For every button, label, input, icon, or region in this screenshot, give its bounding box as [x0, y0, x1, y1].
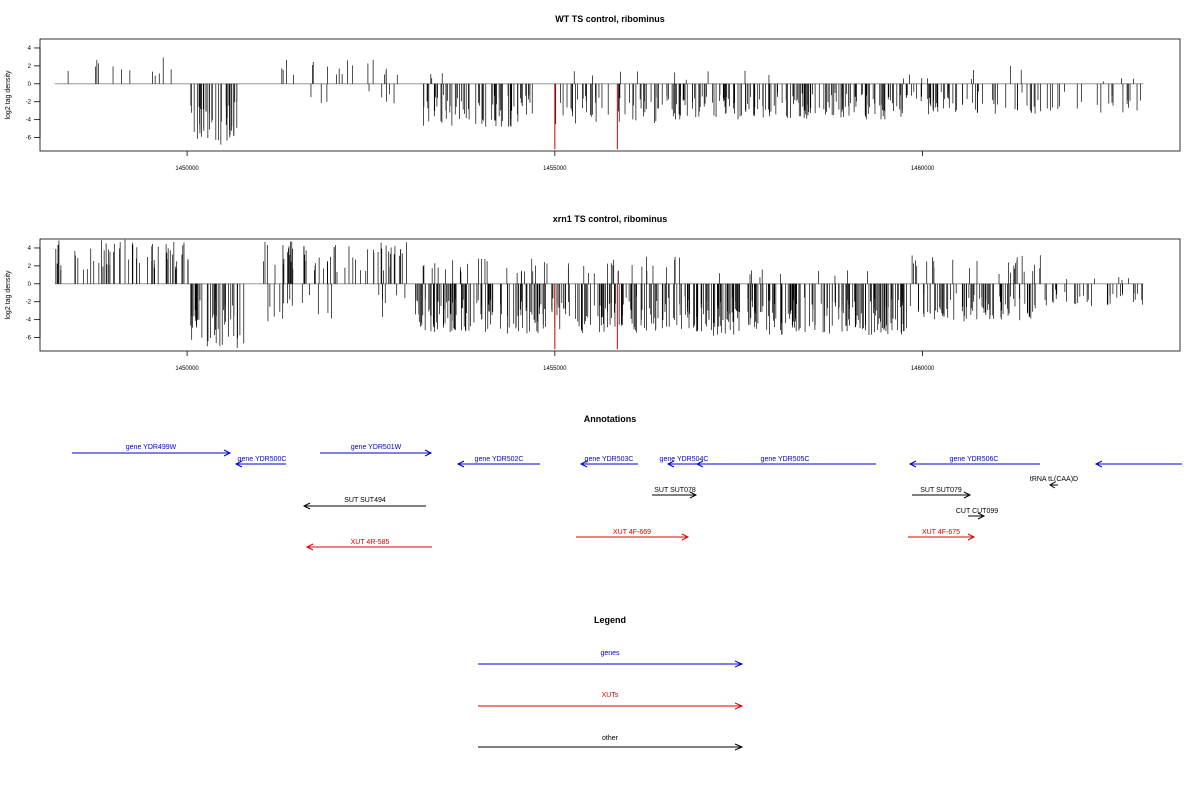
- legend-swatch-genes: [478, 660, 744, 668]
- arrowhead-right-icon: [681, 533, 690, 541]
- feature-label: tRNA tL(CAA)D: [1030, 476, 1078, 483]
- arrowhead-right-icon: [734, 660, 744, 668]
- arrowhead-left-icon: [695, 460, 704, 468]
- annotations-panel: Annotations gene YDR499W gene YDR500C ge…: [72, 414, 1182, 551]
- feature-label: XUT 4R-585: [351, 539, 390, 546]
- arrowhead-left-icon: [666, 460, 675, 468]
- xrn1-coverage-bars: [54, 239, 1144, 349]
- arrowhead-right-icon: [424, 449, 433, 457]
- x-tick-label: 1455000: [543, 366, 567, 372]
- feature-label: gene YDR504C: [660, 456, 709, 463]
- legend-label-genes: genes: [600, 650, 620, 657]
- annotation-feature: [302, 502, 426, 510]
- legend-label-other: other: [602, 735, 619, 742]
- y-tick-label: -2: [26, 100, 32, 106]
- annotation-feature: [1094, 460, 1182, 468]
- feature-label: SUT SUT494: [344, 497, 386, 504]
- xrn1-y-axis: 4 2 0 -2 -4 -6: [26, 246, 41, 342]
- arrowhead-right-icon: [689, 491, 698, 499]
- arrowhead-left-icon: [1094, 460, 1103, 468]
- wt-coverage-panel: WT TS control, ribominus log2 tag densit…: [5, 14, 1181, 172]
- feature-label: gene YDR503C: [585, 456, 634, 463]
- y-tick-label: 4: [28, 46, 32, 52]
- arrowhead-right-icon: [223, 449, 232, 457]
- annotation-feature: [652, 491, 698, 499]
- annotation-feature: [908, 533, 976, 541]
- arrowhead-left-icon: [579, 460, 588, 468]
- x-tick-label: 1460000: [911, 366, 935, 372]
- wt-panel-title: WT TS control, ribominus: [555, 14, 665, 24]
- x-tick-label: 1450000: [175, 166, 199, 172]
- annotation-feature: [908, 460, 1040, 468]
- y-tick-label: 4: [28, 246, 32, 252]
- xrn1-highlight-lines: [554, 283, 618, 350]
- arrowhead-right-icon: [967, 533, 976, 541]
- legend-title: Legend: [594, 615, 626, 625]
- annotation-feature: [968, 512, 986, 520]
- feature-label: CUT CUT099: [956, 508, 998, 515]
- annotation-feature: [72, 449, 232, 457]
- arrowhead-right-icon: [734, 743, 744, 751]
- wt-x-axis: 1450000 1455000 1460000: [175, 151, 935, 172]
- legend-label-xuts: XUTs: [602, 692, 619, 699]
- arrowhead-left-icon: [302, 502, 311, 510]
- feature-label: gene YDR500C: [238, 456, 287, 463]
- annotation-feature: [579, 460, 638, 468]
- feature-label: gene YDR501W: [351, 444, 402, 451]
- feature-label: gene YDR505C: [761, 456, 810, 463]
- feature-label: SUT SUT079: [920, 487, 962, 494]
- annotation-feature: [1049, 481, 1058, 489]
- arrowhead-left-icon: [305, 543, 314, 551]
- annotation-feature: [695, 460, 876, 468]
- arrowhead-left-icon: [234, 460, 243, 468]
- feature-label: SUT SUT078: [654, 487, 696, 494]
- annotation-feature: [576, 533, 690, 541]
- x-tick-label: 1460000: [911, 166, 935, 172]
- legend-panel: Legend genes XUTs other: [478, 615, 744, 751]
- wt-coverage-bars: [54, 57, 1144, 145]
- y-tick-label: 2: [28, 264, 32, 270]
- y-tick-label: -6: [26, 136, 32, 142]
- y-tick-label: 2: [28, 64, 32, 70]
- feature-label: XUT 4F-669: [613, 529, 651, 536]
- arrowhead-right-icon: [977, 512, 986, 520]
- feature-label: XUT 4F-675: [922, 529, 960, 536]
- legend-swatch-other: [478, 743, 744, 751]
- xrn1-y-axis-label: log2 tag density: [5, 270, 12, 320]
- feature-label: gene YDR506C: [950, 456, 999, 463]
- annotation-feature: [456, 460, 540, 468]
- feature-label: gene YDR499W: [126, 444, 177, 451]
- arrowhead-left-icon: [1049, 481, 1056, 489]
- wt-plot-frame: [39, 38, 1181, 152]
- xrn1-x-axis: 1450000 1455000 1460000: [175, 351, 935, 372]
- annotation-feature: [320, 449, 433, 457]
- y-tick-label: 0: [28, 82, 32, 88]
- arrowhead-left-icon: [456, 460, 465, 468]
- x-tick-label: 1455000: [543, 166, 567, 172]
- arrowhead-right-icon: [963, 491, 972, 499]
- annotation-feature: [234, 460, 286, 468]
- wt-y-axis-label: log2 tag density: [5, 70, 12, 120]
- xrn1-panel-title: xrn1 TS control, ribominus: [553, 214, 668, 224]
- annotation-feature: [912, 491, 972, 499]
- annotation-feature: [305, 543, 432, 551]
- wt-y-axis: 4 2 0 -2 -4 -6: [26, 46, 41, 142]
- feature-label: gene YDR502C: [475, 456, 524, 463]
- x-tick-label: 1450000: [175, 366, 199, 372]
- arrowhead-right-icon: [734, 702, 744, 710]
- y-tick-label: -6: [26, 336, 32, 342]
- y-tick-label: -4: [26, 318, 32, 324]
- xrn1-coverage-panel: xrn1 TS control, ribominus log2 tag dens…: [5, 214, 1181, 372]
- annotations-title: Annotations: [584, 414, 637, 424]
- y-tick-label: 0: [28, 282, 32, 288]
- arrowhead-left-icon: [908, 460, 917, 468]
- y-tick-label: -4: [26, 118, 32, 124]
- y-tick-label: -2: [26, 300, 32, 306]
- legend-swatch-xuts: [478, 702, 744, 710]
- wt-highlight-lines: [554, 83, 618, 150]
